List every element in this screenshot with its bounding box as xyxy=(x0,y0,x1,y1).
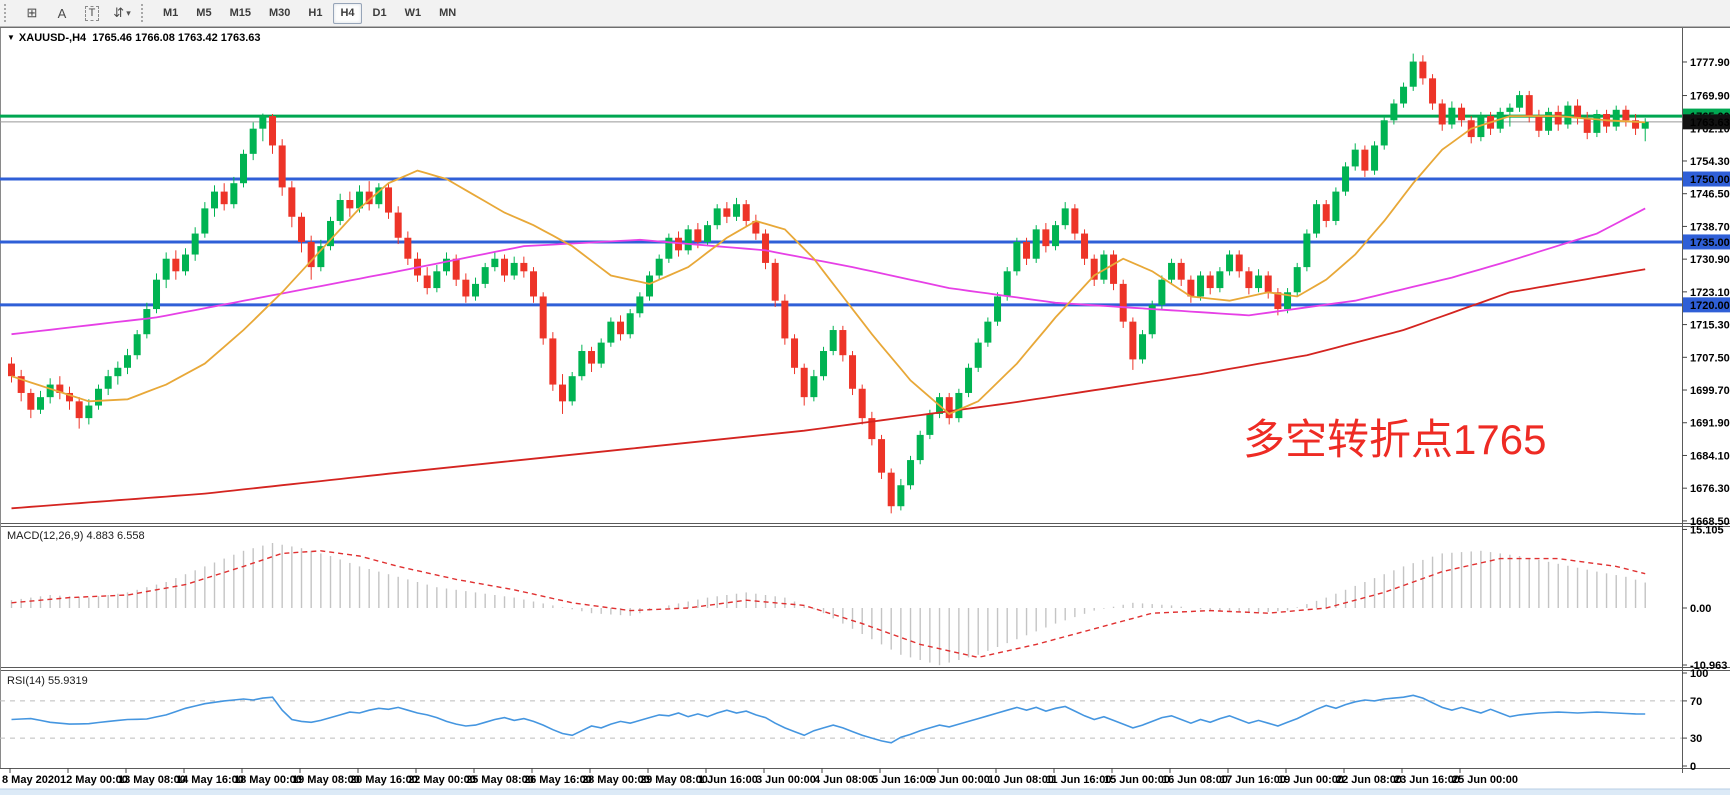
rsi-tick-label: 0 xyxy=(1690,761,1696,773)
time-tick-label: 8 May 2020 xyxy=(2,774,60,786)
rsi-line xyxy=(11,694,1646,744)
toolbar-grip[interactable] xyxy=(141,4,147,22)
ma-slow-line xyxy=(11,268,1646,510)
price-tick-label: 1707.50 xyxy=(1690,352,1730,364)
price-tick-label: 1723.10 xyxy=(1690,287,1730,299)
price-tick-label: 1684.10 xyxy=(1690,450,1730,462)
price-badge: 1763.63 xyxy=(1683,114,1730,130)
timeframe-button-m5[interactable]: M5 xyxy=(196,7,212,19)
time-tick-label: 25 May 08:00 xyxy=(466,774,534,786)
time-tick-label: 18 May 00:00 xyxy=(234,774,302,786)
crosshair-tool-icon[interactable]: ⊞ xyxy=(26,5,38,20)
time-tick-label: 16 Jun 08:00 xyxy=(1162,774,1228,786)
timeframe-button-m1[interactable]: M1 xyxy=(163,7,179,19)
rsi-tick-label: 30 xyxy=(1690,733,1702,745)
rsi-tick-label: 100 xyxy=(1690,668,1708,680)
time-tick-label: 28 May 00:00 xyxy=(582,774,650,786)
time-tick-label: 5 Jun 16:00 xyxy=(872,774,932,786)
timeframe-button-d1[interactable]: D1 xyxy=(372,7,387,19)
text-label-tool-icon[interactable]: A xyxy=(57,5,67,21)
toolbar-grip[interactable] xyxy=(4,4,10,22)
time-tick-label: 14 May 16:00 xyxy=(176,774,244,786)
symbol-caret-icon[interactable]: ▼ xyxy=(7,33,15,42)
macd-indicator-label: MACD(12,26,9) 4.883 6.558 xyxy=(7,530,145,542)
price-badge: 1750.00 xyxy=(1683,171,1730,187)
timeframe-button-m15[interactable]: M15 xyxy=(229,7,251,19)
time-tick-label: 26 May 16:00 xyxy=(524,774,592,786)
price-tick-label: 1754.30 xyxy=(1690,156,1730,168)
macd-tick-label: 0.00 xyxy=(1690,603,1711,615)
macd-panel: 15.105 0.00 -10.963 xyxy=(10,524,1727,672)
ma-fast-line xyxy=(11,115,1646,415)
time-tick-label: 23 Jun 16:00 xyxy=(1394,774,1460,786)
time-tick-label: 11 Jun 16:00 xyxy=(1046,774,1111,786)
time-tick-label: 10 Jun 08:00 xyxy=(988,774,1054,786)
time-tick-label: 15 Jun 00:00 xyxy=(1104,774,1170,786)
macd-signal-line xyxy=(11,550,1646,659)
price-tick-label: 1668.50 xyxy=(1690,516,1730,528)
ohlc-values: 1765.46 1766.08 1763.42 1763.63 xyxy=(92,32,261,44)
price-badge: 1735.00 xyxy=(1683,234,1730,250)
svg-text:1720.00: 1720.00 xyxy=(1690,300,1730,312)
timeframe-button-m30[interactable]: M30 xyxy=(268,7,291,19)
time-tick-label: 17 Jun 16:00 xyxy=(1220,774,1286,786)
arrows-tool-icon[interactable]: ⇵ ▾ xyxy=(113,5,131,20)
price-tick-label: 1769.90 xyxy=(1690,91,1730,103)
price-tick-label: 1746.50 xyxy=(1690,189,1730,201)
time-tick-label: 22 May 00:00 xyxy=(408,774,476,786)
time-tick-label: 9 Jun 00:00 xyxy=(930,774,990,786)
time-tick-label: 1 Jun 16:00 xyxy=(698,774,758,786)
toolbar: ⊞ A T ⇵ ▾ M1 M5 M15 M30 H1 H4 D1 W1 MN xyxy=(0,0,1730,27)
svg-text:1763.63: 1763.63 xyxy=(1690,117,1730,129)
time-tick-label: 19 May 08:00 xyxy=(292,774,360,786)
chart-title: ▼ XAUUSD-,H4 1765.46 1766.08 1763.42 1763… xyxy=(7,32,261,44)
timeframe-button-h4[interactable]: H4 xyxy=(333,2,362,24)
time-tick-label: 20 May 16:00 xyxy=(350,774,418,786)
text-box-tool-icon[interactable]: T xyxy=(80,3,104,24)
time-tick-label: 13 May 08:00 xyxy=(118,774,186,786)
rsi-panel: 100 70 30 0 xyxy=(0,668,1708,773)
ma-mid-line xyxy=(11,207,1646,336)
candles-layer xyxy=(8,53,1649,514)
price-tick-label: 1738.70 xyxy=(1690,221,1730,233)
macd-tick-label: 15.105 xyxy=(1690,524,1724,536)
price-tick-label: 1676.30 xyxy=(1690,483,1730,495)
annotation-text[interactable]: 多空转折点1765 xyxy=(1243,416,1547,463)
svg-text:1750.00: 1750.00 xyxy=(1690,174,1730,186)
price-tick-label: 1699.70 xyxy=(1690,385,1730,397)
time-tick-label: 3 Jun 00:00 xyxy=(756,774,816,786)
price-tick-label: 1777.90 xyxy=(1690,57,1730,69)
time-tick-label: 29 May 08:00 xyxy=(640,774,708,786)
price-badge: 1720.00 xyxy=(1683,297,1730,313)
horizontal-lines[interactable] xyxy=(0,114,1682,307)
panel-borders xyxy=(0,27,1730,795)
timeframe-button-h1[interactable]: H1 xyxy=(308,7,323,19)
price-tick-label: 1691.90 xyxy=(1690,418,1730,430)
timeframe-button-w1[interactable]: W1 xyxy=(404,7,422,19)
price-axis[interactable]: 1777.901769.901762.101754.301746.501738.… xyxy=(1682,57,1730,528)
timeframe-group: M1 M5 M15 M30 H1 H4 D1 W1 MN xyxy=(154,2,465,24)
timeframe-button-mn[interactable]: MN xyxy=(439,7,457,19)
time-tick-label: 25 Jun 00:00 xyxy=(1452,774,1518,786)
macd-tick-label: -10.963 xyxy=(1690,660,1727,672)
rsi-indicator-label: RSI(14) 55.9319 xyxy=(7,675,88,687)
time-tick-label: 4 Jun 08:00 xyxy=(814,774,874,786)
svg-text:1735.00: 1735.00 xyxy=(1690,237,1730,249)
time-tick-label: 22 Jun 08:00 xyxy=(1336,774,1402,786)
drawing-tools-group: ⊞ A T ⇵ ▾ xyxy=(17,3,137,24)
time-tick-label: 19 Jun 00:00 xyxy=(1278,774,1344,786)
rsi-tick-label: 70 xyxy=(1690,696,1702,708)
time-tick-label: 12 May 00:00 xyxy=(60,774,128,786)
symbol-period-label: XAUUSD-,H4 xyxy=(18,32,87,44)
price-tick-label: 1730.90 xyxy=(1690,254,1730,266)
price-tick-label: 1715.30 xyxy=(1690,320,1730,332)
